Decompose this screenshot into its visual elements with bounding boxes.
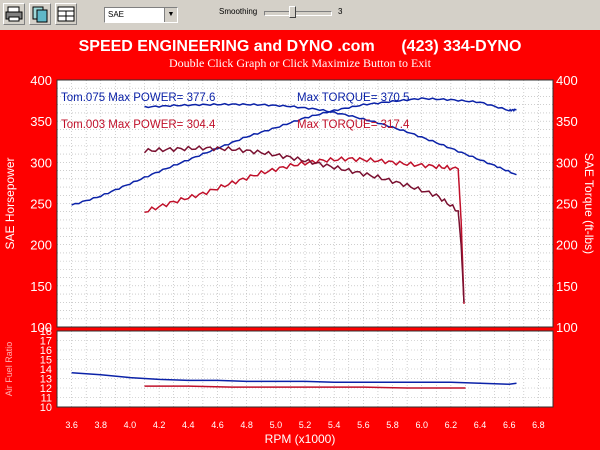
y-tick-label-right: 350 [556,114,578,129]
afr-tick-label: 11 [41,393,52,405]
afr-tick-label: 10 [40,402,52,414]
smoothing-value: 3 [338,7,343,16]
smoothing-slider-thumb[interactable] [289,6,297,18]
x-tick-label: 6.8 [532,420,545,430]
x-tick-label: 6.6 [503,420,516,430]
y-tick-label-left: 350 [30,114,52,129]
y-tick-label-left: 200 [30,238,52,253]
x-tick-label: 5.2 [299,420,312,430]
legend-entry: Tom.003 Max POWER= 304.4 [61,119,216,131]
x-tick-label: 3.6 [65,420,78,430]
print-icon[interactable] [3,3,25,25]
legend-max-power: 377.6 [187,92,216,104]
afr-series-line [71,372,517,385]
toolbar: SAE ▼ Smoothing 3 [0,0,600,30]
y-axis-label-left: SAE Horsepower [3,157,17,249]
afr-tick-label: 13 [40,374,52,386]
y-tick-label-left: 150 [30,279,52,294]
legend-torque-entry: Max TORQUE= 370.5 [297,92,409,104]
x-tick-label: 3.8 [95,420,108,430]
x-tick-label: 4.8 [240,420,253,430]
smoothing-label: Smoothing [219,7,258,16]
x-tick-label: 6.0 [415,420,428,430]
legend-run-label: Tom.003 Max POWER= [61,119,187,131]
x-tick-label: 5.8 [386,420,399,430]
x-tick-label: 6.2 [445,420,458,430]
y-tick-label-right: 250 [556,197,578,212]
series-line-power [71,97,517,206]
afr-tick-label: 12 [40,383,52,395]
y-axis-label-right: SAE Torque (ft-lbs) [582,153,596,254]
y-tick-label-right: 150 [556,279,578,294]
afr-tick-label: 14 [40,364,52,376]
y-tick-label-right: 200 [556,238,578,253]
y-tick-label-left: 400 [30,73,52,88]
x-tick-label: 4.2 [153,420,166,430]
y-tick-label-right: 400 [556,73,578,88]
afr-tick-label: 15 [40,355,52,367]
grid-main [56,79,554,328]
series-line-torque [143,145,465,303]
y-tick-label-left: 100 [30,320,52,335]
y-tick-label-left: 250 [30,197,52,212]
y-tick-label-right: 100 [556,320,578,335]
afr-series-line [144,385,466,389]
x-axis-label: RPM (x1000) [265,432,336,446]
x-tick-label: 4.6 [211,420,224,430]
legend-max-power: 304.4 [187,119,216,131]
afr-plot-area [57,331,553,407]
afr-tick-label: 18 [40,326,52,338]
afr-tick-label: 17 [40,336,52,348]
x-tick-label: 4.0 [124,420,137,430]
series-line-power [144,156,465,304]
page-subtitle: Double Click Graph or Click Maximize But… [169,56,431,70]
afr-plot-border [56,330,554,408]
afr-axis-label: Air Fuel Ratio [4,342,14,397]
units-select[interactable]: SAE ▼ [104,7,178,23]
afr-tick-label: 16 [40,345,52,357]
x-tick-label: 4.4 [182,420,195,430]
chevron-down-icon[interactable]: ▼ [164,8,177,22]
smoothing-slider-track[interactable] [264,11,332,16]
x-tick-label: 5.0 [270,420,283,430]
y-tick-label-right: 300 [556,155,578,170]
units-select-value: SAE [108,10,125,19]
page-title: SPEED ENGINEERING and DYNO .com (423) 33… [78,38,522,55]
grid-window-icon[interactable] [55,3,77,25]
legend-run-label: Tom.075 Max POWER= [61,92,187,104]
plot-border [56,79,554,328]
legend-torque-entry: Max TORQUE= 317.4 [297,119,410,131]
x-tick-label: 6.4 [474,420,487,430]
x-tick-label: 5.4 [328,420,341,430]
y-tick-label-left: 300 [30,155,52,170]
x-tick-label: 5.6 [357,420,370,430]
copy-icon[interactable] [29,3,51,25]
series-line-torque [144,102,517,176]
legend-entry: Tom.075 Max POWER= 377.6 [61,92,215,104]
